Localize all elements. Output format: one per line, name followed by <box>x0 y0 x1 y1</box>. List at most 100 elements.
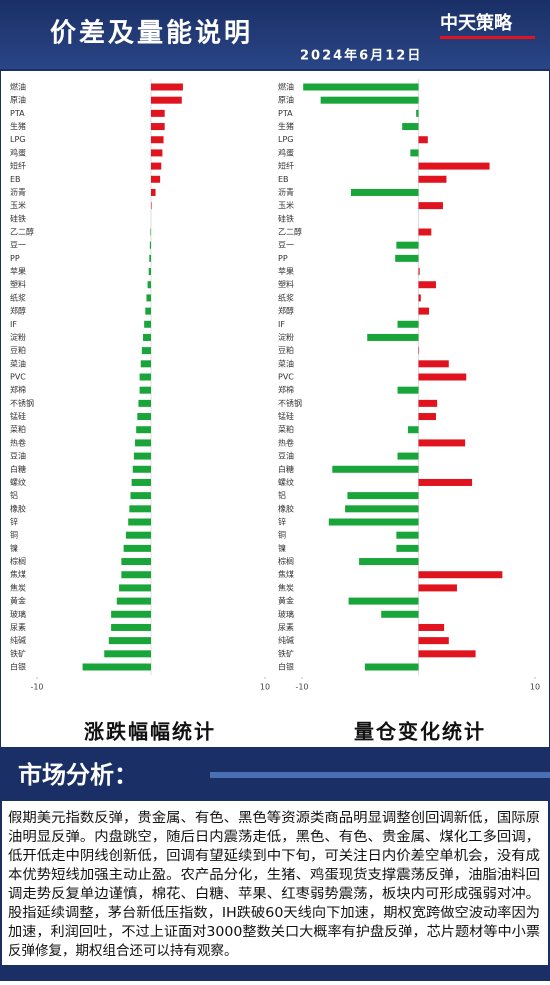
category-label: LPG <box>278 135 293 144</box>
category-label: 玻璃 <box>278 609 294 619</box>
category-label: 棕榈 <box>10 556 26 566</box>
category-label: 螺纹 <box>10 477 26 487</box>
bar <box>418 294 421 302</box>
bar <box>151 109 165 117</box>
category-label: 锌 <box>278 517 286 527</box>
category-label: 鸡蛋 <box>10 147 26 157</box>
category-label: 苹果 <box>278 266 294 276</box>
bar <box>133 452 151 460</box>
bar <box>418 637 449 645</box>
category-label: 生猪 <box>278 121 294 131</box>
bar <box>108 637 151 645</box>
category-label: 郑醇 <box>10 306 26 316</box>
bar <box>408 426 419 434</box>
bar <box>151 162 162 170</box>
bar <box>364 663 419 671</box>
bar <box>125 531 151 539</box>
bar <box>397 320 419 328</box>
category-label: EB <box>10 175 21 184</box>
bar <box>416 109 419 117</box>
category-label: 豆一 <box>278 241 294 250</box>
bar <box>131 478 151 486</box>
bar <box>119 584 151 592</box>
category-label: 沥青 <box>10 187 26 197</box>
bar <box>138 399 151 407</box>
category-label: 豆油 <box>278 451 294 461</box>
category-label: 锰硅 <box>10 411 26 421</box>
bar <box>129 505 151 513</box>
bar <box>397 386 419 394</box>
category-label: 镍 <box>10 543 18 553</box>
category-label: 棕榈 <box>278 556 294 566</box>
category-label: PVC <box>10 373 26 382</box>
category-label: 玉米 <box>10 200 26 210</box>
category-label: LPG <box>10 135 25 144</box>
analysis-line: 假期美元指数反弹，贵金属、有色、黑色等资源类商品明显调整创回调新低，国际原 <box>8 809 540 826</box>
category-label: 热卷 <box>278 437 294 447</box>
header-band <box>0 0 550 70</box>
category-label: 纯碱 <box>278 635 294 645</box>
category-label: 菜粕 <box>278 424 294 434</box>
category-label: 塑料 <box>10 279 26 289</box>
bar <box>141 347 151 355</box>
bar <box>139 373 151 381</box>
category-label: 不锈钢 <box>10 398 34 408</box>
bar <box>149 241 151 249</box>
bar <box>418 228 432 236</box>
bar <box>144 320 151 328</box>
bar <box>151 149 163 157</box>
category-label: 生猪 <box>10 121 26 131</box>
bar <box>111 610 151 618</box>
category-label: 短纤 <box>278 161 294 171</box>
bar <box>402 123 419 131</box>
x-tick-label: -10 <box>295 683 308 692</box>
bar <box>121 571 151 579</box>
category-label: 尿素 <box>278 622 294 632</box>
category-label: 玉米 <box>278 200 294 210</box>
category-label: 纯碱 <box>10 635 26 645</box>
bar <box>139 386 151 394</box>
x-tick-label: 10 <box>260 683 270 692</box>
category-label: 短纤 <box>10 161 26 171</box>
bar <box>130 492 151 500</box>
bar <box>136 426 151 434</box>
category-label: 铝 <box>278 490 286 500</box>
category-label: 豆粕 <box>278 345 294 355</box>
bar <box>418 399 438 407</box>
analysis-line: 低开低走中阴线创新低，回调有望延续到中下旬，可关注日内价差空单机会，没有成 <box>8 848 540 864</box>
bar <box>381 610 419 618</box>
category-label: EB <box>278 175 289 184</box>
bar <box>135 439 151 447</box>
bar <box>303 83 419 91</box>
category-label: PTA <box>278 109 293 118</box>
bar <box>320 96 419 104</box>
category-label: 燃油 <box>10 82 26 92</box>
bar <box>418 478 473 486</box>
chart-title: 量仓变化统计 <box>354 720 486 744</box>
bar <box>123 544 151 552</box>
section-title: 市场分析： <box>18 761 138 789</box>
bar <box>151 188 156 196</box>
footer-band <box>0 966 550 981</box>
category-label: 菜油 <box>10 358 26 368</box>
category-label: 燃油 <box>278 82 294 92</box>
bar <box>151 96 182 104</box>
bar <box>332 465 419 473</box>
category-label: 白银 <box>278 662 294 672</box>
bar <box>128 518 151 526</box>
category-label: 不锈钢 <box>278 398 302 408</box>
bar <box>418 162 490 170</box>
bar <box>328 518 419 526</box>
category-label: 纸浆 <box>278 292 294 302</box>
category-label: 铁矿 <box>10 648 26 658</box>
category-label: 硅铁 <box>10 213 26 223</box>
bar <box>418 202 443 210</box>
category-label: 苹果 <box>10 266 26 276</box>
category-label: 塑料 <box>278 279 294 289</box>
category-label: 橡胶 <box>10 503 26 513</box>
bar <box>148 268 151 276</box>
category-label: 白糖 <box>278 464 294 474</box>
category-label: 白银 <box>10 662 26 672</box>
bar <box>151 123 165 131</box>
